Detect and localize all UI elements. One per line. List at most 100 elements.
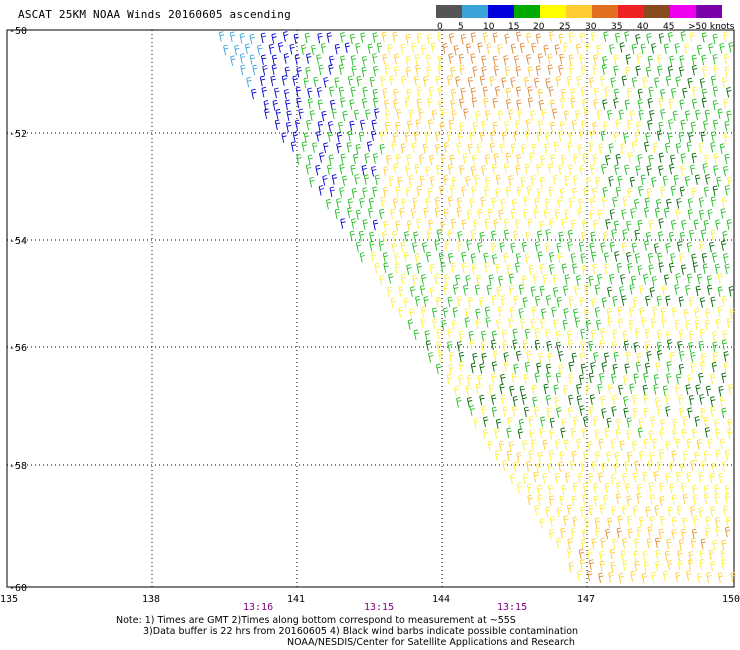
wind-barb	[611, 505, 617, 517]
wind-barb	[614, 451, 620, 463]
wind-barb	[610, 439, 617, 450]
wind-barb	[610, 77, 616, 88]
wind-barb	[647, 460, 654, 471]
wind-barb	[654, 207, 661, 219]
wind-barb	[358, 131, 365, 142]
wind-barb	[455, 76, 461, 87]
wind-barb	[508, 284, 515, 296]
wind-barb	[712, 185, 719, 196]
wind-barb	[355, 241, 362, 253]
wind-barb	[642, 550, 648, 562]
wind-barb	[391, 141, 397, 152]
wind-barb	[568, 54, 574, 65]
wind-barb	[594, 284, 601, 295]
wind-barb	[675, 76, 681, 87]
wind-barb	[581, 264, 588, 276]
wind-barb	[370, 251, 377, 262]
wind-barb	[429, 287, 436, 298]
wind-barb	[679, 55, 685, 66]
wind-barb	[451, 176, 457, 188]
wind-barb	[609, 548, 616, 560]
wind-barb	[491, 163, 498, 175]
wind-barb	[581, 427, 588, 439]
wind-barb	[639, 450, 645, 462]
wind-barb	[584, 284, 590, 295]
wind-barb	[612, 196, 618, 208]
wind-barb	[645, 295, 651, 306]
wind-barb	[515, 350, 522, 362]
wind-barb	[318, 185, 325, 196]
wind-barb	[355, 143, 361, 155]
wind-barb	[699, 361, 706, 372]
wind-barb	[571, 187, 578, 199]
wind-barb	[412, 197, 419, 209]
wind-barb	[295, 86, 302, 98]
wind-barb	[619, 440, 625, 451]
wind-barb	[675, 208, 681, 220]
wind-barb	[514, 262, 521, 273]
wind-barb	[411, 42, 417, 53]
wind-barb	[637, 99, 644, 110]
wind-barb	[724, 153, 730, 165]
wind-barb	[404, 231, 410, 242]
wind-barb	[344, 42, 351, 53]
wind-barb	[720, 549, 726, 560]
wind-barb	[523, 406, 530, 418]
wind-barb	[340, 153, 346, 164]
wind-barb	[309, 110, 316, 121]
wind-barb	[263, 100, 269, 111]
wind-barb	[646, 33, 652, 44]
wind-barb	[522, 440, 528, 451]
wind-barb	[667, 132, 673, 144]
wind-barb	[492, 97, 498, 109]
wind-barb	[658, 152, 665, 163]
wind-barb	[530, 318, 536, 330]
wind-barb	[693, 219, 700, 230]
wind-barb	[554, 472, 560, 484]
wind-barb	[644, 240, 650, 251]
wind-barb	[710, 141, 716, 153]
wind-barb	[547, 462, 553, 474]
wind-barb	[249, 33, 255, 45]
wind-barb	[457, 231, 463, 242]
wind-barb	[562, 319, 568, 330]
wind-barb	[694, 416, 700, 427]
wind-barb	[632, 296, 639, 308]
wind-barb	[363, 174, 370, 185]
wind-barb	[522, 473, 529, 484]
wind-barb	[558, 363, 564, 375]
wind-barb	[394, 263, 401, 274]
wind-barb	[631, 77, 638, 88]
wind-barb	[609, 273, 615, 285]
wind-barb	[234, 44, 240, 56]
wind-barb	[405, 33, 411, 45]
wind-barb	[472, 66, 478, 77]
wind-barb	[390, 297, 397, 309]
latitude-label: -56	[9, 343, 27, 354]
wind-barb	[712, 54, 718, 65]
wind-barb	[434, 240, 440, 251]
wind-barb	[576, 438, 582, 450]
wind-barb	[393, 163, 399, 174]
wind-barb	[413, 131, 420, 142]
wind-barb	[609, 241, 615, 253]
wind-barb	[703, 219, 709, 231]
wind-barb	[339, 163, 345, 175]
wind-barb	[681, 219, 687, 231]
wind-barb	[576, 395, 583, 406]
wind-barb	[597, 383, 603, 395]
wind-barb	[526, 54, 532, 65]
wind-barb	[601, 297, 608, 308]
wind-barb	[483, 416, 489, 427]
wind-barb	[351, 218, 357, 229]
wind-barb	[472, 352, 478, 364]
wind-barb	[387, 44, 393, 55]
wind-barb	[626, 515, 633, 527]
wind-barb	[580, 231, 587, 242]
wind-barb	[425, 251, 432, 263]
wind-barb	[690, 362, 696, 374]
wind-barb	[665, 242, 671, 254]
wind-barb	[702, 163, 708, 174]
wind-barb	[484, 218, 490, 229]
wind-barb	[471, 264, 477, 275]
